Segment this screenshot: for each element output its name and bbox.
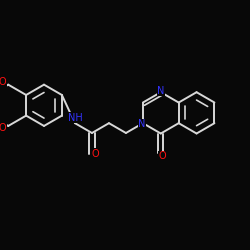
Text: O: O bbox=[92, 149, 100, 159]
Text: O: O bbox=[0, 77, 6, 87]
Text: O: O bbox=[158, 151, 166, 161]
Text: N: N bbox=[157, 86, 164, 96]
Text: NH: NH bbox=[68, 113, 82, 123]
Text: N: N bbox=[138, 120, 145, 130]
Text: O: O bbox=[0, 123, 6, 133]
